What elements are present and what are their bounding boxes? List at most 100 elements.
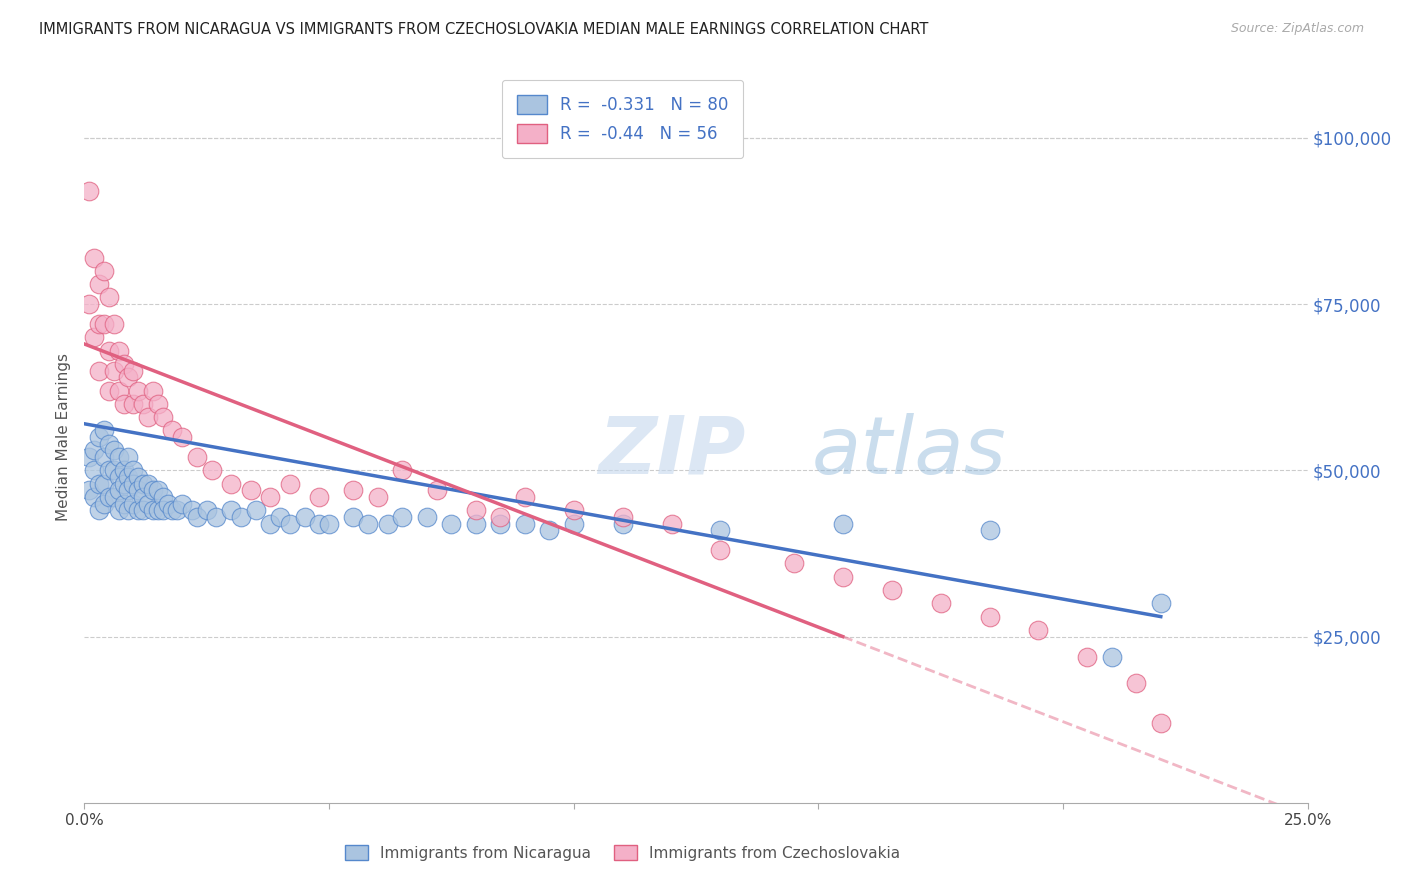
Point <box>77 297 100 311</box>
Point <box>107 384 129 398</box>
Point <box>464 503 486 517</box>
Point <box>83 330 105 344</box>
Point <box>87 277 110 292</box>
Point <box>117 483 139 498</box>
Point <box>979 523 1001 537</box>
Point <box>391 463 413 477</box>
Point <box>107 343 129 358</box>
Point <box>93 497 115 511</box>
Point <box>318 516 340 531</box>
Point <box>308 490 330 504</box>
Point <box>136 476 159 491</box>
Point <box>107 483 129 498</box>
Point <box>152 503 174 517</box>
Point <box>93 450 115 464</box>
Point <box>132 490 155 504</box>
Point <box>142 483 165 498</box>
Point <box>562 503 585 517</box>
Text: ZIP: ZIP <box>598 413 745 491</box>
Point <box>122 397 145 411</box>
Point <box>391 509 413 524</box>
Point <box>87 317 110 331</box>
Point <box>83 443 105 458</box>
Point <box>97 384 120 398</box>
Point <box>127 503 149 517</box>
Point <box>1076 649 1098 664</box>
Point <box>77 483 100 498</box>
Point <box>97 490 120 504</box>
Point <box>142 384 165 398</box>
Point <box>93 476 115 491</box>
Point <box>132 503 155 517</box>
Point <box>1150 716 1173 731</box>
Point <box>205 509 228 524</box>
Point <box>97 436 120 450</box>
Point <box>308 516 330 531</box>
Point <box>87 476 110 491</box>
Point <box>112 463 135 477</box>
Point <box>87 503 110 517</box>
Point <box>136 497 159 511</box>
Point <box>77 184 100 198</box>
Point <box>416 509 439 524</box>
Point <box>489 516 512 531</box>
Point <box>831 516 853 531</box>
Point <box>103 363 125 377</box>
Point <box>162 424 184 438</box>
Point <box>1028 623 1050 637</box>
Point <box>103 490 125 504</box>
Point <box>156 497 179 511</box>
Point <box>83 490 105 504</box>
Point <box>979 609 1001 624</box>
Point <box>107 450 129 464</box>
Point <box>146 397 169 411</box>
Text: IMMIGRANTS FROM NICARAGUA VS IMMIGRANTS FROM CZECHOSLOVAKIA MEDIAN MALE EARNINGS: IMMIGRANTS FROM NICARAGUA VS IMMIGRANTS … <box>39 22 929 37</box>
Point <box>831 570 853 584</box>
Text: atlas: atlas <box>813 413 1007 491</box>
Point <box>103 317 125 331</box>
Point <box>142 503 165 517</box>
Point <box>426 483 449 498</box>
Point <box>122 476 145 491</box>
Point <box>112 357 135 371</box>
Point <box>440 516 463 531</box>
Point <box>83 251 105 265</box>
Point <box>97 290 120 304</box>
Point <box>107 503 129 517</box>
Point <box>1125 676 1147 690</box>
Point <box>87 430 110 444</box>
Point <box>93 317 115 331</box>
Point <box>77 450 100 464</box>
Point <box>117 503 139 517</box>
Point <box>93 264 115 278</box>
Point <box>278 476 301 491</box>
Point <box>294 509 316 524</box>
Point <box>162 503 184 517</box>
Point <box>186 450 208 464</box>
Point <box>219 476 242 491</box>
Point <box>612 516 634 531</box>
Point <box>112 476 135 491</box>
Point <box>117 450 139 464</box>
Point <box>195 503 218 517</box>
Point <box>117 470 139 484</box>
Point <box>229 509 252 524</box>
Point <box>112 497 135 511</box>
Point <box>1101 649 1123 664</box>
Point <box>377 516 399 531</box>
Point <box>93 424 115 438</box>
Point <box>181 503 204 517</box>
Point <box>172 497 194 511</box>
Point <box>107 470 129 484</box>
Point <box>880 582 903 597</box>
Point <box>1150 596 1173 610</box>
Point <box>464 516 486 531</box>
Point <box>132 397 155 411</box>
Point <box>152 490 174 504</box>
Point <box>146 483 169 498</box>
Point <box>245 503 267 517</box>
Point <box>122 463 145 477</box>
Point <box>269 509 291 524</box>
Point <box>103 463 125 477</box>
Point <box>127 384 149 398</box>
